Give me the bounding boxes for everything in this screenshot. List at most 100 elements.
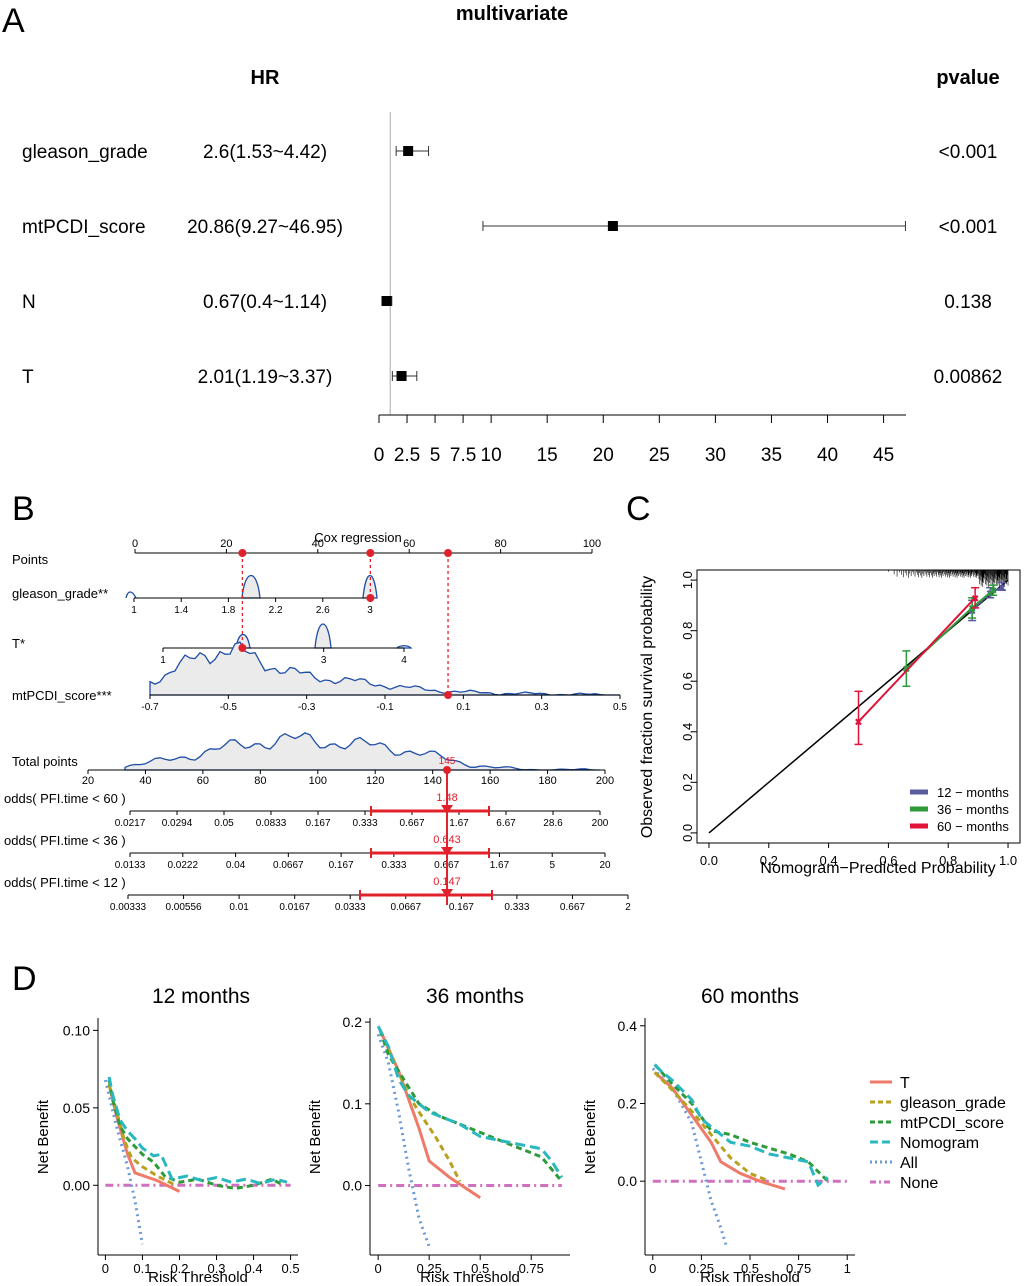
odds-tick-label: 0.00333: [110, 902, 147, 913]
forest-row: N 0.67(0.4~1.14) 0.138: [22, 292, 992, 313]
x-tick-label: 0: [102, 1261, 109, 1276]
odds-tick-label: 0.00556: [165, 902, 202, 913]
x-tick-label: 0.0: [700, 853, 718, 868]
panel-a: multivariate HR pvalue gleason_grade 2.6(1.5…: [22, 3, 1002, 466]
x-axis-label: Risk Threshold: [148, 1269, 248, 1286]
x-tick-label: 25: [649, 445, 670, 466]
pvalue-text: 0.138: [944, 292, 992, 313]
curve-t: [378, 1029, 482, 1200]
variable-tick-label: 1: [131, 605, 137, 616]
points-tick-label: 60: [403, 538, 415, 550]
odds-axis: odds( PFI.time < 36 ) 0.0133 0.0222 0.04 0.0…: [4, 833, 611, 871]
density-peak: [395, 645, 413, 649]
panel-labels: A B C D: [2, 2, 651, 998]
odds-tick-label: 0.333: [352, 818, 377, 829]
variable-tick-label: 1.4: [174, 605, 188, 616]
density-tail: [125, 591, 137, 599]
calibration-point: ✖: [998, 584, 1006, 595]
subplot-title: 36 months: [426, 985, 524, 1008]
x-axis-label: Nomogram−Predicted Probability: [760, 860, 995, 877]
x-tick-label: 0.2: [170, 1261, 188, 1276]
x-tick-label: 0.4: [820, 853, 838, 868]
odds-tick-label: 0.167: [449, 902, 474, 913]
total-tick-label: 100: [309, 775, 327, 787]
y-axis-label: Net Benefit: [582, 1099, 599, 1174]
panel-label-c: C: [626, 490, 651, 528]
selection-dot: [238, 549, 247, 557]
y-tick-label: 1.0: [680, 571, 695, 589]
curve-gleason-grade: [653, 1071, 770, 1183]
x-tick-label: 0.25: [417, 1261, 442, 1276]
odds-value-label: 0.643: [433, 834, 461, 846]
variable-tick-label: 3: [321, 655, 327, 666]
hr-column-header: HR: [251, 67, 280, 89]
legend-label: All: [900, 1155, 918, 1172]
density-peak: [241, 575, 261, 599]
odds-tick-label: 0.167: [329, 860, 354, 871]
odds-tick-label: 200: [592, 818, 609, 829]
variable-tick-label: -0.7: [141, 702, 159, 713]
row-label: N: [22, 292, 36, 313]
curve-nomogram: [376, 1025, 564, 1179]
odds-tick-label: 0.0167: [279, 902, 310, 913]
curve-mtpcdi-score: [107, 1079, 284, 1190]
calibration-series: ✖✖: [854, 586, 979, 746]
odds-tick-label: 0.0667: [273, 860, 304, 871]
total-tick-label: 20: [82, 775, 94, 787]
odds-tick-label: 20: [599, 860, 611, 871]
variable-axis: 1234: [160, 623, 413, 666]
y-tick-label: 0.05: [63, 1100, 90, 1116]
x-tick-label: 0.2: [760, 853, 778, 868]
x-tick-label: 0: [374, 445, 385, 466]
odds-tick-label: 0.01: [229, 902, 249, 913]
calibration-point: ✖: [989, 586, 997, 597]
nomogram-title: Cox regression: [314, 530, 401, 545]
x-axis-label: Risk Threshold: [700, 1269, 800, 1286]
curve-nomogram: [107, 1076, 288, 1186]
variable-tick-label: 0.1: [456, 702, 470, 713]
total-tick-label: 80: [254, 775, 266, 787]
legend-label: 60 − months: [937, 819, 1009, 834]
y-tick-label: 0.2: [680, 773, 695, 791]
calibration-legend: 12 − months 36 − months 60 − months: [910, 785, 1009, 834]
total-tick-label: 140: [423, 775, 441, 787]
odds-tick-label: 0.0222: [167, 860, 198, 871]
x-tick-label: 30: [705, 445, 726, 466]
curve-gleason-grade: [107, 1084, 177, 1187]
odds-tick-label: 0.05: [214, 818, 234, 829]
legend-label: mtPCDI_score: [900, 1115, 1004, 1132]
row-label: mtPCDI_score: [22, 217, 146, 238]
x-tick-label: 0.3: [207, 1261, 225, 1276]
x-tick-label: 0.6: [879, 853, 897, 868]
y-tick-label: 0.0: [618, 1173, 638, 1189]
odds-tick-label: 0.167: [305, 818, 330, 829]
odds-axis: odds( PFI.time < 12 ) 0.00333 0.00556 0.01 0…: [4, 875, 631, 913]
variable-axis: 1 1.4 1.8 2.2 2.6 3: [125, 575, 378, 616]
forest-row: mtPCDI_score 20.86(9.27~46.95) <0.001: [22, 217, 997, 238]
panel-b: Cox regression Points 0 20 40 60 80 100 1 1.4 1.8 2…: [4, 530, 631, 913]
pvalue-column-header: pvalue: [936, 67, 999, 89]
y-tick-label: 0.2: [343, 1014, 363, 1030]
legend-label: 12 − months: [937, 785, 1009, 800]
odds-tick-label: 0.333: [504, 902, 529, 913]
y-tick-label: 0.10: [63, 1022, 90, 1038]
x-tick-label: 15: [537, 445, 558, 466]
legend-label: None: [900, 1175, 938, 1192]
odds-tick-label: 0.0217: [115, 818, 146, 829]
calibration-line: [857, 597, 976, 723]
x-tick-label: 35: [761, 445, 782, 466]
hr-point: [396, 371, 407, 381]
hr-text: 2.01(1.19~3.37): [198, 367, 333, 388]
panel-c: 0.0 0.2 0.4 0.6 0.8 1.0 0.0 0.2 0.4 0.6 0.8 1.0 Nomo…: [639, 569, 1021, 877]
variable-label: mtPCDI_score***: [12, 688, 112, 703]
variable-tick-label: -0.5: [220, 702, 238, 713]
forest-title: multivariate: [456, 3, 568, 25]
odds-tick-label: 5: [549, 860, 555, 871]
variable-tick-label: -0.1: [376, 702, 394, 713]
variable-tick-label: 0.3: [535, 702, 549, 713]
y-tick-label: 0.0: [343, 1178, 363, 1194]
odds-tick-label: 0.667: [399, 818, 424, 829]
total-tick-label: 60: [197, 775, 209, 787]
odds-tick-label: 0.04: [226, 860, 246, 871]
y-tick-label: 0.1: [343, 1096, 363, 1112]
